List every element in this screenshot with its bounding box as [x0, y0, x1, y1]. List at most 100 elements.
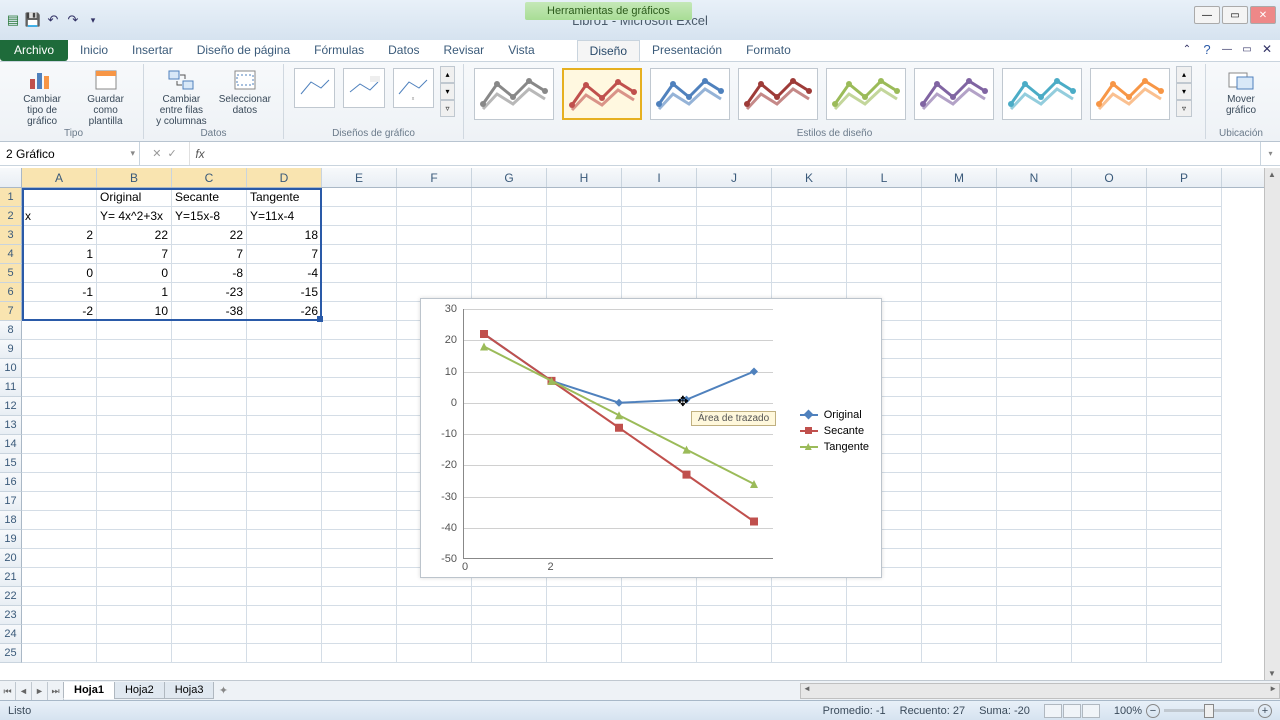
- cell-K24[interactable]: [772, 625, 847, 644]
- cell-I5[interactable]: [622, 264, 697, 283]
- cell-M3[interactable]: [922, 226, 997, 245]
- cell-O22[interactable]: [1072, 587, 1147, 606]
- cell-F23[interactable]: [397, 606, 472, 625]
- cell-A7[interactable]: -2: [22, 302, 97, 321]
- col-header-D[interactable]: D: [247, 168, 322, 187]
- col-header-B[interactable]: B: [97, 168, 172, 187]
- cell-A10[interactable]: [22, 359, 97, 378]
- cell-C22[interactable]: [172, 587, 247, 606]
- cell-G1[interactable]: [472, 188, 547, 207]
- cell-D19[interactable]: [247, 530, 322, 549]
- cell-P8[interactable]: [1147, 321, 1222, 340]
- cell-A23[interactable]: [22, 606, 97, 625]
- cell-D18[interactable]: [247, 511, 322, 530]
- cell-B19[interactable]: [97, 530, 172, 549]
- cell-C2[interactable]: Y=15x-8: [172, 207, 247, 226]
- wb-close-icon[interactable]: ✕: [1258, 40, 1276, 58]
- cell-J1[interactable]: [697, 188, 772, 207]
- cell-C12[interactable]: [172, 397, 247, 416]
- cell-A14[interactable]: [22, 435, 97, 454]
- cell-A1[interactable]: [22, 188, 97, 207]
- cell-C7[interactable]: -38: [172, 302, 247, 321]
- cell-N3[interactable]: [997, 226, 1072, 245]
- cell-C6[interactable]: -23: [172, 283, 247, 302]
- cell-C10[interactable]: [172, 359, 247, 378]
- cell-C5[interactable]: -8: [172, 264, 247, 283]
- cell-O5[interactable]: [1072, 264, 1147, 283]
- cell-C9[interactable]: [172, 340, 247, 359]
- cell-P22[interactable]: [1147, 587, 1222, 606]
- cell-B7[interactable]: 10: [97, 302, 172, 321]
- cell-A11[interactable]: [22, 378, 97, 397]
- formula-input[interactable]: [210, 142, 1260, 165]
- cell-A25[interactable]: [22, 644, 97, 663]
- cell-N6[interactable]: [997, 283, 1072, 302]
- cell-P10[interactable]: [1147, 359, 1222, 378]
- sheet-nav-last[interactable]: ⏭: [48, 682, 64, 700]
- col-header-A[interactable]: A: [22, 168, 97, 187]
- cell-P3[interactable]: [1147, 226, 1222, 245]
- select-all-corner[interactable]: [0, 168, 22, 187]
- select-data-button[interactable]: Seleccionar datos: [215, 66, 275, 118]
- row-header-12[interactable]: 12: [0, 397, 22, 416]
- sheet-nav-first[interactable]: ⏮: [0, 682, 16, 700]
- cell-A18[interactable]: [22, 511, 97, 530]
- cell-O9[interactable]: [1072, 340, 1147, 359]
- cell-E4[interactable]: [322, 245, 397, 264]
- cell-D21[interactable]: [247, 568, 322, 587]
- row-header-2[interactable]: 2: [0, 207, 22, 226]
- row-header-15[interactable]: 15: [0, 454, 22, 473]
- col-header-H[interactable]: H: [547, 168, 622, 187]
- cell-B23[interactable]: [97, 606, 172, 625]
- chart-style-1[interactable]: [474, 68, 554, 120]
- minimize-button[interactable]: —: [1194, 6, 1220, 24]
- cell-N7[interactable]: [997, 302, 1072, 321]
- cell-B1[interactable]: Original: [97, 188, 172, 207]
- cell-H25[interactable]: [547, 644, 622, 663]
- cell-L4[interactable]: [847, 245, 922, 264]
- cell-N22[interactable]: [997, 587, 1072, 606]
- cell-C16[interactable]: [172, 473, 247, 492]
- cell-L3[interactable]: [847, 226, 922, 245]
- cell-O19[interactable]: [1072, 530, 1147, 549]
- cell-B16[interactable]: [97, 473, 172, 492]
- cell-I25[interactable]: [622, 644, 697, 663]
- cell-P23[interactable]: [1147, 606, 1222, 625]
- cell-B14[interactable]: [97, 435, 172, 454]
- cell-P9[interactable]: [1147, 340, 1222, 359]
- row-header-24[interactable]: 24: [0, 625, 22, 644]
- cell-K25[interactable]: [772, 644, 847, 663]
- cell-B10[interactable]: [97, 359, 172, 378]
- zoom-slider[interactable]: [1164, 709, 1254, 712]
- vertical-scrollbar[interactable]: [1264, 168, 1280, 680]
- cell-D6[interactable]: -15: [247, 283, 322, 302]
- cell-O8[interactable]: [1072, 321, 1147, 340]
- cell-M22[interactable]: [922, 587, 997, 606]
- cell-B4[interactable]: 7: [97, 245, 172, 264]
- col-header-C[interactable]: C: [172, 168, 247, 187]
- view-buttons[interactable]: [1044, 704, 1100, 718]
- cell-O23[interactable]: [1072, 606, 1147, 625]
- cell-M18[interactable]: [922, 511, 997, 530]
- cell-B25[interactable]: [97, 644, 172, 663]
- cell-D10[interactable]: [247, 359, 322, 378]
- cell-M19[interactable]: [922, 530, 997, 549]
- cell-K4[interactable]: [772, 245, 847, 264]
- cell-O4[interactable]: [1072, 245, 1147, 264]
- row-header-6[interactable]: 6: [0, 283, 22, 302]
- cell-D24[interactable]: [247, 625, 322, 644]
- cell-D12[interactable]: [247, 397, 322, 416]
- cell-P12[interactable]: [1147, 397, 1222, 416]
- cell-P7[interactable]: [1147, 302, 1222, 321]
- cell-O2[interactable]: [1072, 207, 1147, 226]
- cell-E15[interactable]: [322, 454, 397, 473]
- cell-M8[interactable]: [922, 321, 997, 340]
- excel-icon[interactable]: ▤: [4, 11, 22, 29]
- cell-H24[interactable]: [547, 625, 622, 644]
- row-header-22[interactable]: 22: [0, 587, 22, 606]
- cell-H22[interactable]: [547, 587, 622, 606]
- col-header-F[interactable]: F: [397, 168, 472, 187]
- cell-A12[interactable]: [22, 397, 97, 416]
- cell-C8[interactable]: [172, 321, 247, 340]
- tab-presentacion[interactable]: Presentación: [640, 40, 734, 61]
